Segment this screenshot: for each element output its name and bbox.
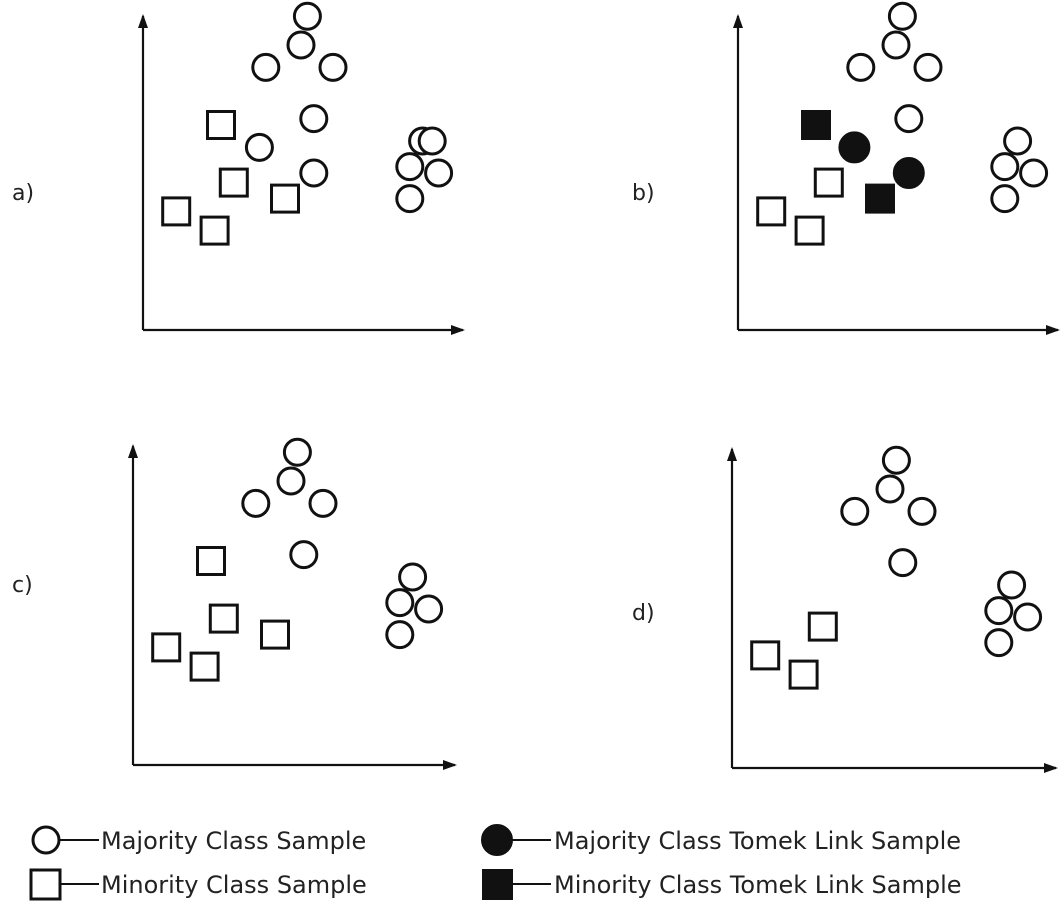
legend-majority: Majority Class Sample bbox=[31, 825, 366, 855]
panel-a-majority-sample bbox=[299, 158, 329, 188]
panel-d-majority-sample bbox=[1013, 602, 1043, 632]
panel-c-label: c) bbox=[12, 573, 33, 598]
panel-b-majority-sample bbox=[990, 152, 1020, 182]
panel-b-tomek-minority-sample bbox=[801, 110, 831, 140]
panel-c-majority-sample bbox=[241, 488, 271, 518]
panel-b-minority-sample bbox=[756, 196, 787, 227]
legend-minority-label: Minority Class Sample bbox=[101, 871, 367, 899]
panel-c-minority-sample bbox=[151, 632, 182, 663]
panel-d-majority-sample bbox=[984, 596, 1014, 626]
panel-d-samples bbox=[750, 445, 1043, 690]
panel-d-majority-sample bbox=[997, 570, 1027, 600]
panel-d-majority-sample bbox=[984, 628, 1014, 658]
panel-b-majority-sample bbox=[846, 52, 876, 82]
panel-d-minority-sample bbox=[750, 640, 781, 671]
panel-b-tomek-majority-sample bbox=[838, 131, 871, 164]
panel-a-majority-sample bbox=[318, 52, 348, 82]
legend-tomek-minority: Minority Class Tomek Link Sample bbox=[482, 869, 962, 900]
panel-d-majority-sample bbox=[881, 445, 911, 475]
legend-tomek-majority: Majority Class Tomek Link Sample bbox=[481, 824, 961, 856]
legend-tomek-majority-label: Majority Class Tomek Link Sample bbox=[554, 827, 961, 855]
panel-a-majority-sample bbox=[251, 52, 281, 82]
panel-b-label: b) bbox=[632, 181, 655, 206]
panel-b: b) bbox=[632, 1, 1060, 335]
panel-a-minority-sample bbox=[218, 167, 249, 198]
panel-b-majority-sample bbox=[1003, 126, 1033, 156]
panel-a-majority-sample bbox=[395, 184, 425, 214]
panel-c-majority-sample bbox=[308, 488, 338, 518]
panel-c: c) bbox=[12, 437, 457, 770]
panel-b-majority-sample bbox=[881, 30, 911, 60]
panel-b-majority-sample bbox=[887, 1, 917, 31]
panel-d-minority-sample bbox=[807, 611, 838, 642]
panel-d: d) bbox=[632, 445, 1058, 773]
panel-c-majority-sample bbox=[276, 466, 306, 496]
panel-a-majority-sample bbox=[286, 30, 316, 60]
panel-b-tomek-minority-sample bbox=[865, 183, 895, 214]
panel-a-majority-sample bbox=[299, 104, 329, 134]
legend-majority-icon bbox=[31, 825, 61, 855]
panel-a-minority-sample bbox=[199, 215, 230, 246]
panel-d-label: d) bbox=[632, 601, 655, 626]
legend-minority: Minority Class Sample bbox=[29, 868, 367, 901]
panel-b-majority-sample bbox=[894, 104, 924, 134]
panel-c-majority-sample bbox=[385, 588, 415, 618]
panel-a-minority-sample bbox=[161, 196, 192, 227]
panel-d-majority-sample bbox=[875, 474, 905, 504]
panel-a-majority-sample bbox=[395, 152, 425, 182]
panel-d-majority-sample bbox=[907, 496, 937, 526]
panel-b-majority-sample bbox=[990, 184, 1020, 214]
panel-a-majority-sample bbox=[292, 1, 322, 31]
panel-b-minority-sample bbox=[813, 167, 844, 198]
legend-tomek-minority-label: Minority Class Tomek Link Sample bbox=[554, 871, 962, 899]
panel-a-label: a) bbox=[12, 181, 34, 206]
panel-a: a) bbox=[12, 1, 465, 335]
panel-c-minority-sample bbox=[260, 619, 290, 650]
panel-b-tomek-majority-sample bbox=[892, 157, 925, 189]
legend-tomek-majority-icon bbox=[481, 824, 513, 856]
panel-a-samples bbox=[161, 1, 454, 246]
panel-a-majority-sample bbox=[424, 158, 454, 188]
panel-b-samples bbox=[756, 1, 1049, 246]
panel-c-majority-sample bbox=[385, 620, 415, 650]
panel-c-minority-sample bbox=[208, 603, 239, 634]
legend: Majority Class Sample Minority Class Sam… bbox=[29, 824, 962, 901]
panel-b-majority-sample bbox=[913, 52, 943, 82]
panel-d-majority-sample bbox=[888, 548, 918, 578]
panel-c-samples bbox=[151, 437, 444, 682]
legend-majority-label: Majority Class Sample bbox=[101, 827, 366, 855]
panel-b-majority-sample bbox=[1019, 158, 1049, 188]
panel-a-minority-sample bbox=[270, 183, 300, 214]
panel-a-majority-sample bbox=[244, 132, 274, 162]
panel-d-minority-sample bbox=[788, 659, 819, 690]
panel-c-majority-sample bbox=[398, 562, 428, 592]
panel-c-minority-sample bbox=[189, 651, 220, 682]
panel-c-minority-sample bbox=[196, 546, 226, 576]
panel-a-majority-sample bbox=[417, 126, 447, 156]
panel-c-majority-sample bbox=[282, 437, 312, 467]
panel-c-majority-sample bbox=[414, 594, 444, 624]
panel-d-majority-sample bbox=[840, 496, 870, 526]
legend-minority-icon bbox=[29, 868, 62, 901]
legend-tomek-minority-icon bbox=[482, 869, 513, 900]
panel-a-minority-sample bbox=[206, 110, 236, 140]
panel-c-majority-sample bbox=[289, 540, 319, 570]
panel-b-minority-sample bbox=[794, 215, 825, 246]
